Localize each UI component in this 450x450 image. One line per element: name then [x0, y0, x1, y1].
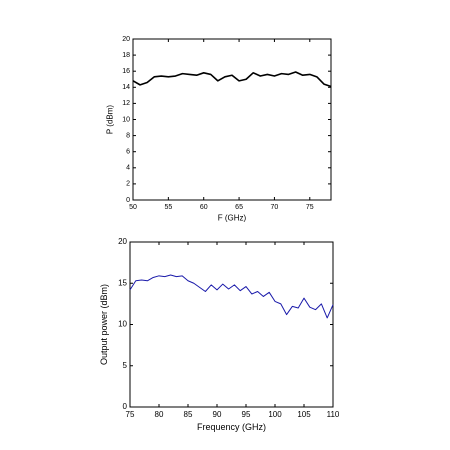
y-axis-label: P (dBm): [106, 105, 115, 135]
x-tick-label: 75: [126, 410, 135, 419]
y-tick-label: 10: [118, 320, 127, 329]
x-tick-label: 60: [200, 204, 208, 211]
x-tick-label: 110: [327, 410, 340, 419]
data-line: [129, 274, 334, 319]
y-tick-label: 20: [118, 237, 127, 246]
plot-frame: [129, 241, 334, 408]
x-tick-label: 95: [242, 410, 251, 419]
x-tick-label: 80: [155, 410, 164, 419]
x-tick-label: 75: [306, 204, 314, 211]
x-tick-label: 85: [184, 410, 193, 419]
x-tick-label: 55: [164, 204, 172, 211]
y-tick-label: 2: [126, 181, 130, 188]
y-tick-label: 20: [122, 36, 130, 43]
x-axis-label: F (GHz): [218, 213, 247, 222]
data-line: [132, 71, 332, 88]
y-tick-label: 0: [123, 402, 128, 411]
x-tick-label: 65: [235, 204, 243, 211]
y-tick-label: 4: [126, 165, 130, 172]
y-tick-label: 16: [122, 68, 130, 75]
y-axis-label: Output power (dBm): [99, 284, 109, 365]
x-tick-label: 105: [297, 410, 311, 419]
y-tick-label: 18: [122, 52, 130, 59]
x-tick-label: 100: [268, 410, 282, 419]
y-tick-label: 15: [118, 278, 127, 287]
y-tick-label: 6: [126, 149, 130, 156]
y-tick-label: 14: [122, 84, 130, 91]
y-tick-label: 0: [126, 197, 130, 204]
x-tick-label: 50: [129, 204, 137, 211]
x-tick-label: 70: [271, 204, 279, 211]
x-axis-label: Frequency (GHz): [197, 422, 266, 432]
plot-frame: [132, 38, 332, 201]
y-tick-label: 8: [126, 132, 130, 139]
y-tick-label: 5: [123, 361, 128, 370]
x-tick-label: 90: [213, 410, 222, 419]
y-tick-label: 12: [122, 100, 130, 107]
y-tick-label: 10: [122, 116, 130, 123]
